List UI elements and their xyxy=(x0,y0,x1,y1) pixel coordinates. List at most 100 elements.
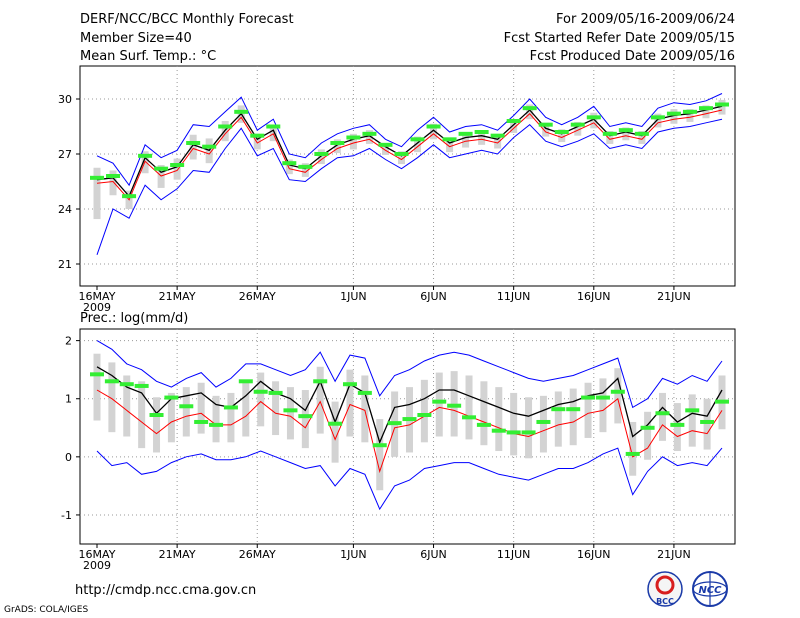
temp-climatology-mark xyxy=(698,106,713,111)
precip-y-tick-label: 1 xyxy=(65,393,72,406)
bcc-logo: BCC xyxy=(647,571,683,607)
precip-spread-box xyxy=(361,375,369,443)
temp-spread-box xyxy=(109,170,117,196)
precip-climatology-mark xyxy=(566,407,581,412)
temp-climatology-mark xyxy=(122,194,137,199)
temp-x-tick-label: 11JUN xyxy=(497,290,531,303)
temp-climatology-mark xyxy=(154,166,169,171)
temp-climatology-mark xyxy=(330,141,345,145)
temp-mean-line xyxy=(96,105,723,198)
temp-climatology-mark xyxy=(506,119,521,123)
temp-y-tick-label: 24 xyxy=(58,203,72,216)
temp-spread-box xyxy=(414,136,422,153)
precip-climatology-mark xyxy=(610,389,625,394)
precip-climatology-mark xyxy=(491,428,506,433)
precip-climatology-mark xyxy=(581,395,596,400)
precip-spread-box xyxy=(331,401,339,463)
temp-climatology-mark xyxy=(618,128,633,133)
precip-spread-box xyxy=(525,397,533,459)
precip-spread-box xyxy=(510,392,518,456)
temp-x-tick-label: 16MAY xyxy=(79,290,116,303)
precip-climatology-mark xyxy=(134,383,149,388)
precip-spread-box xyxy=(420,379,428,443)
temp-x-tick-label: 21MAY xyxy=(159,290,196,303)
temp-climatology-mark xyxy=(490,133,505,138)
precip-climatology-mark xyxy=(119,382,134,387)
precip-spread-box xyxy=(673,403,681,452)
precip-spread-box xyxy=(153,397,161,453)
precip-climatology-mark xyxy=(476,422,491,427)
precip-spread-box xyxy=(182,387,190,437)
temp-spread-box xyxy=(686,109,694,122)
temp-spread-box xyxy=(285,159,293,175)
precip-spread-box xyxy=(629,421,637,476)
temp-climatology-mark xyxy=(586,115,601,120)
temp-x-tick-label: 1JUN xyxy=(340,290,367,303)
temp-spread-box xyxy=(606,131,614,144)
temp-climatology-mark xyxy=(522,106,537,111)
precip-spread-box xyxy=(435,372,443,437)
temp-climatology-mark xyxy=(234,109,249,114)
precip-climatology-mark xyxy=(715,399,729,404)
precip-climatology-mark xyxy=(179,404,194,409)
precip-climatology-mark xyxy=(536,419,551,424)
precip-year-label: 2009 xyxy=(83,559,111,572)
temp-climatology-mark xyxy=(202,144,217,149)
precip-climatology-mark xyxy=(372,443,387,448)
temp-spread-box xyxy=(590,112,598,129)
precip-climatology-mark xyxy=(700,419,715,424)
precip-spread-box xyxy=(465,375,473,440)
temp-climatology-mark xyxy=(170,163,185,167)
temp-panel: 16MAY 21MAY 26MAY 1JUN 6JUN 11JUN 16JUN 21JUN 20… xyxy=(58,66,735,314)
temp-spread-box xyxy=(462,132,470,148)
precip-climatology-mark xyxy=(313,379,328,384)
temp-x-tick-label: 21JUN xyxy=(657,290,691,303)
precip-spread-box xyxy=(93,353,101,421)
precip-spread-box xyxy=(108,362,116,433)
temp-spread-box xyxy=(446,137,454,153)
temp-climatology-mark xyxy=(218,124,233,129)
temp-spread-box xyxy=(349,133,357,150)
footer-url-link[interactable]: http://cmdp.ncc.cma.gov.cn xyxy=(75,583,257,598)
precip-spread-box xyxy=(212,395,220,443)
forecast-period-label: For 2009/05/16-2009/06/24 xyxy=(556,12,735,27)
temp-spread-box xyxy=(478,130,486,145)
temp-climatology-mark xyxy=(426,124,441,129)
temp-climatology-mark xyxy=(570,122,585,127)
precip-median-line xyxy=(96,389,723,474)
temp-climatology-mark xyxy=(666,111,681,116)
temp-spread-box xyxy=(430,123,438,140)
variable-label: Mean Surf. Temp.: °C xyxy=(80,49,217,64)
temp-spread-box xyxy=(173,158,181,180)
precip-spread-box xyxy=(554,391,562,447)
precip-climatology-mark xyxy=(402,417,417,422)
precip-spread-box xyxy=(480,381,488,446)
precip-climatology-mark xyxy=(283,408,298,413)
temp-spread-box xyxy=(558,129,566,143)
precip-climatology-mark xyxy=(164,395,179,400)
precip-climatology-mark xyxy=(357,390,372,395)
precip-spread-box xyxy=(272,381,280,436)
precip-panel-frame xyxy=(79,328,736,545)
precip-climatology-mark xyxy=(90,372,104,377)
precip-climatology-mark xyxy=(640,425,655,430)
precip-climatology-mark xyxy=(521,430,536,435)
member-size-label: Member Size=40 xyxy=(80,31,192,46)
precip-x-tick-label: 21JUN xyxy=(657,548,691,561)
temp-climatology-mark xyxy=(394,152,409,156)
temp-max-line xyxy=(96,93,723,187)
grads-credit: GrADS: COLA/IGES xyxy=(4,605,89,615)
precip-climatology-mark xyxy=(595,395,610,400)
temp-spread-box xyxy=(269,124,277,142)
temp-spread-box xyxy=(189,134,197,160)
temp-spread-box xyxy=(93,167,101,220)
temp-climatology-mark xyxy=(682,109,697,114)
temp-climatology-mark xyxy=(458,131,473,136)
precip-climatology-mark xyxy=(253,389,268,394)
temp-panel-frame xyxy=(79,65,736,287)
precip-x-tick-label: 26MAY xyxy=(239,548,276,561)
temp-y-tick-label: 27 xyxy=(58,148,72,161)
temp-climatology-mark xyxy=(250,133,265,138)
precip-climatology-mark xyxy=(625,451,640,456)
temp-spread-box xyxy=(654,113,662,128)
